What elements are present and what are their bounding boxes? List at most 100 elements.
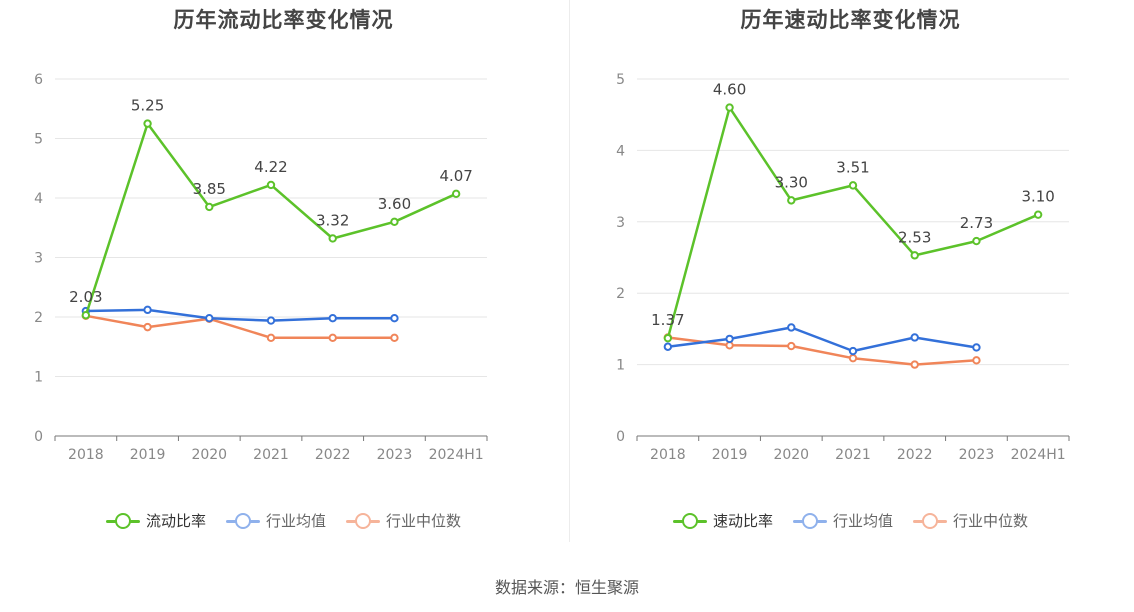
- y-tick-label: 1: [34, 370, 43, 386]
- data-point: [663, 342, 673, 351]
- data-point: [81, 311, 91, 320]
- data-label: 4.22: [254, 158, 287, 176]
- y-tick-label: 5: [34, 132, 43, 148]
- legend-item-median[interactable]: 行业中位数: [346, 510, 461, 531]
- panel-divider: [569, 0, 570, 542]
- legend-item-avg[interactable]: 行业均值: [792, 510, 893, 531]
- y-tick-label: 2: [34, 310, 43, 326]
- y-tick-label: 6: [34, 72, 43, 88]
- series-line: [667, 336, 977, 366]
- x-tick-label: 2018: [68, 447, 104, 463]
- legend-item-primary[interactable]: 流动比率: [105, 510, 206, 531]
- data-label: 2.53: [898, 228, 931, 246]
- data-point: [205, 313, 214, 323]
- legend-label: 行业中位数: [386, 512, 462, 530]
- y-tick-label: 3: [34, 251, 43, 267]
- x-tick-label: 2021: [253, 447, 289, 463]
- series-line: [85, 314, 395, 340]
- x-tick-label: 2023: [959, 447, 995, 463]
- legend-line-icon: [913, 512, 947, 529]
- data-label: 2.73: [960, 214, 993, 232]
- data-point: [848, 353, 858, 363]
- x-tick-label: 2024H1: [429, 447, 484, 463]
- x-tick-label: 2023: [377, 447, 413, 463]
- data-point: [266, 333, 276, 343]
- data-point: [266, 316, 276, 325]
- chart-panel-current-ratio: 历年流动比率变化情况 0 1 2 3 4 5 6 2018 2019 2020 2021 2022 20…: [0, 0, 567, 560]
- x-tick-label: 2020: [191, 447, 227, 463]
- y-tick-label: 5: [616, 72, 625, 88]
- legend-label: 行业均值: [832, 512, 893, 530]
- chart-title: 历年速动比率变化情况: [740, 8, 961, 32]
- data-point: [663, 333, 673, 343]
- data-point: [143, 305, 152, 315]
- data-point: [205, 202, 214, 212]
- data-source: 数据来源：恒生聚源: [494, 578, 639, 597]
- x-tick-label: 2018: [650, 447, 686, 463]
- y-tick-label: 0: [616, 429, 625, 445]
- data-point: [972, 343, 981, 352]
- chart-panel-quick-ratio: 历年速动比率变化情况 0 1 2 3 4 5 2018 2019 2020 2021 2022 202…: [567, 0, 1134, 560]
- legend-item-median[interactable]: 行业中位数: [913, 510, 1028, 531]
- data-point: [328, 333, 337, 343]
- data-label: 3.85: [193, 180, 226, 198]
- data-label: 4.60: [713, 81, 746, 99]
- data-label: 2.03: [69, 288, 102, 306]
- legend-item-primary[interactable]: 速动比率: [672, 510, 773, 531]
- data-point: [266, 180, 276, 190]
- data-point: [787, 196, 796, 205]
- data-point: [390, 217, 399, 227]
- data-point: [725, 334, 734, 344]
- data-label: 3.10: [1021, 188, 1054, 206]
- x-tick-label: 2022: [897, 447, 933, 463]
- data-point: [328, 234, 337, 243]
- y-tick-label: 4: [616, 143, 625, 159]
- x-tick-label: 2019: [130, 447, 166, 463]
- legend-line-icon: [105, 512, 140, 529]
- chart-legend: 流动比率 行业均值 行业中位数: [0, 510, 567, 531]
- data-point: [328, 313, 337, 323]
- series-line: [667, 326, 977, 353]
- data-point: [848, 346, 858, 356]
- data-point: [390, 333, 399, 343]
- x-tick-label: 2019: [712, 447, 748, 463]
- x-tick-label: 2024H1: [1011, 447, 1066, 463]
- chart-legend: 速动比率 行业均值 行业中位数: [567, 510, 1134, 531]
- data-point: [787, 341, 796, 351]
- data-point: [451, 189, 461, 199]
- data-point: [910, 360, 919, 369]
- data-point: [910, 333, 919, 342]
- data-point: [725, 103, 734, 112]
- legend-label: 速动比率: [712, 512, 773, 530]
- legend-line-icon: [346, 512, 380, 529]
- legend-line-icon: [672, 512, 707, 529]
- series-line: [84, 122, 457, 316]
- data-label: 3.60: [378, 195, 411, 213]
- data-label: 5.25: [131, 97, 164, 115]
- data-point: [143, 119, 152, 128]
- y-tick-label: 0: [34, 429, 43, 445]
- y-tick-label: 1: [616, 358, 625, 374]
- x-tick-label: 2021: [835, 447, 871, 463]
- data-point: [787, 323, 796, 332]
- quick-ratio-chart: 0 1 2 3 4 5 2018 2019 2020 2021 2022 2023 2024H1 1.37…: [616, 72, 1070, 463]
- data-label: 4.07: [439, 167, 472, 185]
- x-tick-label: 2020: [773, 447, 809, 463]
- current-ratio-chart: 0 1 2 3 4 5 6 2018 2019 2020 2021 2022 2023 2024H1 2.0…: [34, 72, 488, 463]
- data-point: [972, 356, 981, 365]
- data-label: 1.37: [651, 311, 684, 329]
- legend-line-icon: [225, 512, 260, 529]
- legend-line-icon: [792, 512, 827, 529]
- data-point: [848, 181, 858, 190]
- legend-item-avg[interactable]: 行业均值: [225, 510, 326, 531]
- y-tick-label: 4: [34, 191, 43, 207]
- data-point: [972, 236, 981, 246]
- series-line: [85, 308, 395, 322]
- data-label: 3.30: [775, 173, 808, 191]
- data-point: [143, 322, 152, 332]
- data-label: 3.51: [836, 158, 869, 176]
- data-point: [1033, 210, 1043, 219]
- legend-label: 行业均值: [265, 512, 326, 530]
- x-tick-label: 2022: [315, 447, 351, 463]
- y-tick-label: 2: [616, 286, 625, 302]
